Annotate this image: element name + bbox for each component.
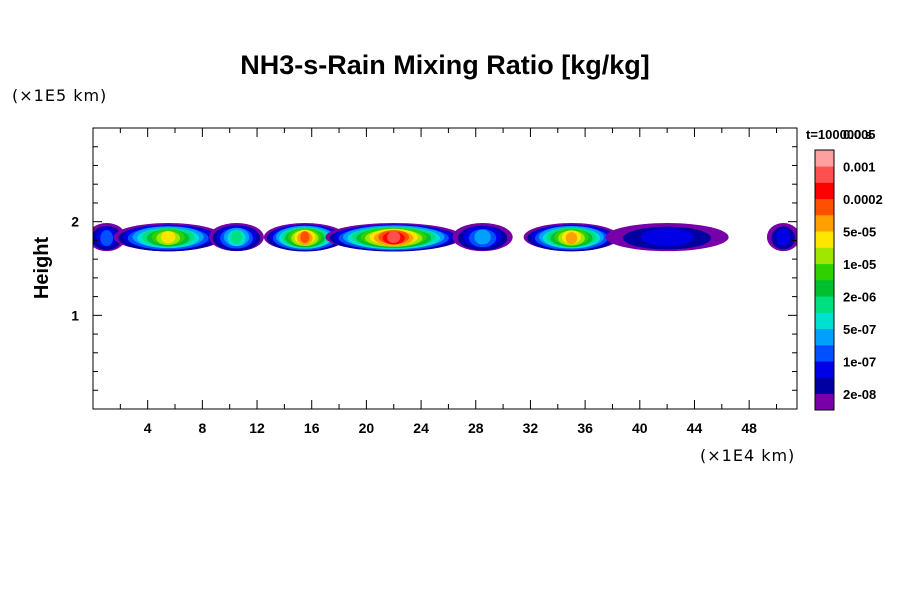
colorbar-swatch-11 — [815, 215, 834, 232]
colorbar-label-7: 0.001 — [843, 159, 876, 174]
x-units-label: (×1E4 km) — [700, 446, 795, 465]
y-axis-label: Height — [31, 237, 53, 300]
colorbar-swatch-0 — [815, 393, 834, 411]
colorbar-swatch-9 — [815, 247, 834, 265]
colorbar-swatch-6 — [815, 296, 834, 313]
colorbar-label-6: 0.0002 — [843, 192, 883, 207]
x-tick-label-48: 48 — [741, 420, 757, 436]
x-tick-label-4: 4 — [144, 420, 152, 436]
chart-title: NH3-s-Rain Mixing Ratio [kg/kg] — [240, 50, 650, 80]
cloud-cell-3-level-6 — [231, 230, 243, 244]
x-tick-label-24: 24 — [413, 420, 429, 436]
plot-area — [93, 223, 797, 252]
x-tick-label-8: 8 — [198, 420, 206, 436]
cloud-cell-2-level-10 — [161, 230, 176, 244]
colorbar-label-2: 5e-07 — [843, 322, 876, 337]
cloud-cell-1-level-3 — [100, 230, 114, 247]
colorbar-swatch-4 — [815, 328, 834, 346]
colorbar-label-4: 1e-05 — [843, 257, 876, 272]
cloud-cell-4-level-12 — [300, 231, 310, 244]
x-tick-label-28: 28 — [468, 420, 484, 436]
x-tick-label-20: 20 — [359, 420, 375, 436]
colorbar-swatch-8 — [815, 263, 834, 281]
cloud-cell-8-level-2 — [640, 228, 694, 246]
colorbar-swatch-12 — [815, 198, 834, 216]
x-tick-label-16: 16 — [304, 420, 320, 436]
colorbar-label-0: 2e-08 — [843, 387, 876, 402]
colorbar-frame — [814, 149, 835, 411]
colorbar-swatch-14 — [815, 166, 834, 183]
colorbar-swatch-7 — [815, 280, 834, 297]
y-tick-label-1: 1 — [71, 307, 79, 323]
plot-frame — [92, 127, 798, 410]
x-tick-label-40: 40 — [632, 420, 648, 436]
y-units-label: (×1E5 km) — [12, 86, 107, 105]
colorbar: 2e-08 1e-07 5e-07 2e-06 1e-05 5e-05 0.0002 0.00… — [814, 127, 883, 411]
colorbar-swatch-5 — [815, 312, 834, 330]
cloud-cell-7-level-11 — [565, 232, 578, 245]
colorbar-swatch-1 — [815, 377, 834, 395]
colorbar-label-1: 1e-07 — [843, 354, 876, 369]
y-tick-label-2: 2 — [71, 214, 79, 230]
colorbar-swatch-10 — [815, 231, 834, 248]
x-tick-label-44: 44 — [687, 420, 703, 436]
colorbar-label-3: 2e-06 — [843, 289, 876, 304]
colorbar-label-5: 5e-05 — [843, 224, 876, 239]
x-tick-label-32: 32 — [523, 420, 539, 436]
colorbar-swatch-2 — [815, 361, 834, 378]
colorbar-label-8: 0.005 — [843, 127, 876, 142]
colorbar-time-label: t=100000 s — [806, 127, 872, 142]
cloud-cell-5-level-14 — [387, 231, 401, 243]
x-tick-label-12: 12 — [249, 420, 265, 436]
colorbar-swatch-3 — [815, 345, 834, 362]
cloud-cell-9-level-2 — [776, 228, 791, 246]
colorbar-swatch-15 — [815, 150, 834, 167]
x-tick-label-36: 36 — [577, 420, 593, 436]
colorbar-swatch-13 — [815, 182, 834, 200]
cloud-cell-6-level-4 — [474, 229, 491, 245]
